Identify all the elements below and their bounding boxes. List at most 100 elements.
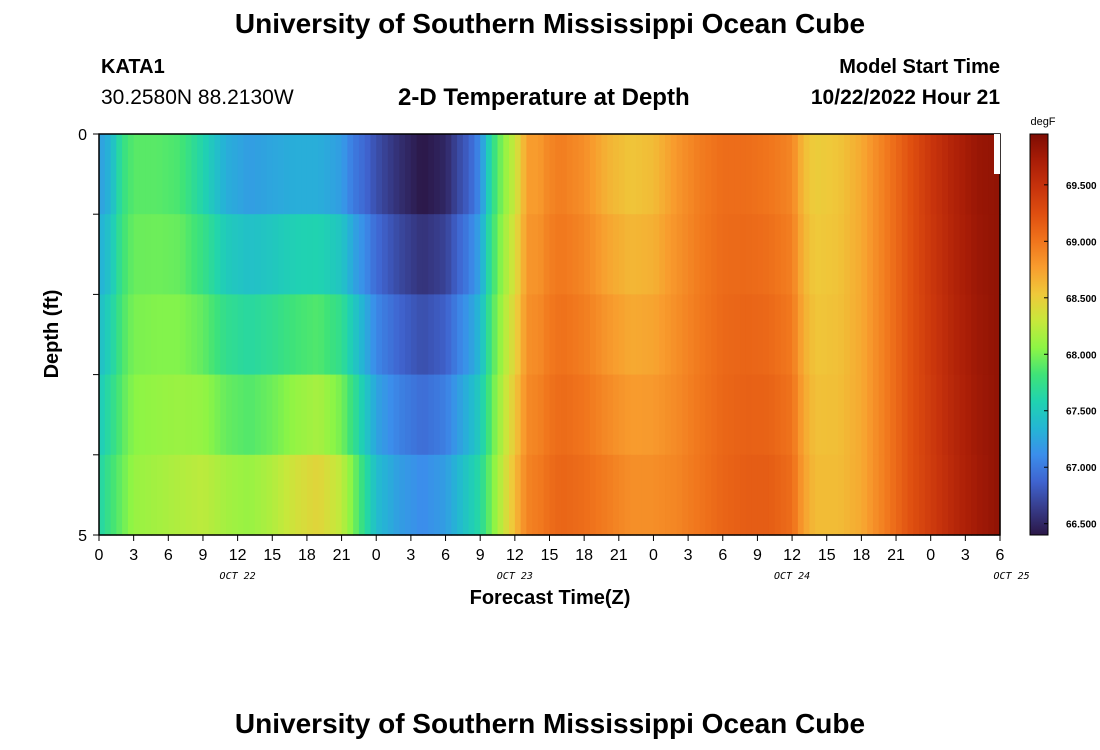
heatmap-cell bbox=[254, 294, 262, 376]
colorbar-tick-label: 67.500 bbox=[1066, 407, 1097, 418]
heatmap-cell bbox=[584, 294, 591, 376]
heatmap-cell bbox=[405, 374, 412, 456]
heatmap-cell bbox=[410, 294, 418, 376]
heatmap-cell bbox=[474, 294, 481, 376]
heatmap-cell bbox=[306, 134, 314, 215]
heatmap-cell bbox=[116, 374, 123, 456]
heatmap-cell bbox=[809, 294, 816, 376]
heatmap-cell bbox=[335, 454, 343, 536]
heatmap-cell bbox=[890, 134, 897, 215]
heatmap-cell bbox=[110, 374, 117, 456]
heatmap-cell bbox=[844, 454, 851, 536]
heatmap-cell bbox=[624, 294, 631, 376]
heatmap-cell bbox=[734, 294, 741, 376]
heatmap-cell bbox=[145, 294, 152, 376]
heatmap-cell bbox=[439, 294, 447, 376]
colorbar-tick-label: 69.500 bbox=[1066, 181, 1097, 192]
heatmap-cell bbox=[826, 374, 834, 456]
heatmap-cell bbox=[572, 454, 579, 536]
heatmap-cell bbox=[312, 374, 320, 456]
heatmap-cell bbox=[387, 134, 395, 215]
heatmap-cell bbox=[982, 214, 990, 295]
heatmap-cell bbox=[532, 294, 539, 376]
heatmap-cell bbox=[485, 294, 493, 376]
heatmap-cell bbox=[416, 134, 424, 215]
heatmap-cell bbox=[335, 214, 343, 295]
heatmap-cell bbox=[497, 374, 504, 456]
heatmap-cell bbox=[896, 454, 903, 536]
heatmap-cell bbox=[364, 294, 372, 376]
heatmap-cell bbox=[722, 134, 730, 215]
heatmap-cell bbox=[364, 374, 372, 456]
heatmap-cell bbox=[838, 214, 845, 295]
heatmap-cell bbox=[330, 214, 337, 295]
heatmap-cell bbox=[370, 374, 377, 456]
heatmap-cell bbox=[849, 134, 857, 215]
heatmap-cell bbox=[150, 134, 158, 215]
heatmap-cell bbox=[757, 134, 764, 215]
heatmap-cell bbox=[896, 294, 903, 376]
heatmap-cell bbox=[532, 134, 539, 215]
heatmap-cell bbox=[127, 454, 135, 536]
heatmap-cell bbox=[462, 134, 470, 215]
heatmap-cell bbox=[422, 214, 429, 295]
heatmap-cell bbox=[578, 294, 585, 376]
heatmap-cell bbox=[341, 374, 348, 456]
heatmap-cell bbox=[174, 454, 181, 536]
heatmap-cell bbox=[976, 294, 984, 376]
heatmap-cell bbox=[197, 454, 204, 536]
heatmap-cell bbox=[491, 374, 499, 456]
heatmap-cell bbox=[699, 294, 707, 376]
heatmap-cell bbox=[139, 374, 146, 456]
heatmap-cell bbox=[376, 214, 383, 295]
heatmap-cell bbox=[670, 454, 678, 536]
heatmap-cell bbox=[168, 294, 175, 376]
heatmap-cell bbox=[202, 134, 210, 215]
heatmap-cell bbox=[948, 454, 955, 536]
heatmap-cell bbox=[589, 294, 597, 376]
heatmap-cell bbox=[936, 134, 943, 215]
heatmap-cell bbox=[745, 214, 753, 295]
heatmap-cell bbox=[532, 214, 539, 295]
heatmap-cell bbox=[716, 214, 724, 295]
heatmap-cell bbox=[728, 214, 735, 295]
heatmap-cell bbox=[243, 454, 250, 536]
heatmap-cell bbox=[965, 214, 972, 295]
heatmap-cell bbox=[722, 294, 730, 376]
heatmap-cell bbox=[624, 374, 631, 456]
heatmap-cell bbox=[99, 134, 106, 215]
heatmap-cell bbox=[763, 374, 770, 456]
y-axis-label: Depth (ft) bbox=[41, 290, 63, 379]
heatmap-cell bbox=[433, 454, 441, 536]
heatmap-cell bbox=[191, 454, 198, 536]
heatmap-cell bbox=[948, 374, 955, 456]
heatmap-cell bbox=[468, 454, 476, 536]
heatmap-cell bbox=[630, 454, 637, 536]
heatmap-cell bbox=[520, 294, 527, 376]
heatmap-cell bbox=[919, 374, 926, 456]
heatmap-cell bbox=[399, 454, 406, 536]
heatmap-cell bbox=[116, 294, 123, 376]
heatmap-cell bbox=[139, 454, 146, 536]
heatmap-cell bbox=[919, 134, 926, 215]
heatmap-cell bbox=[410, 374, 418, 456]
heatmap-cell bbox=[890, 374, 897, 456]
heatmap-cell bbox=[901, 454, 909, 536]
heatmap-cell bbox=[295, 214, 302, 295]
heatmap-cell bbox=[543, 214, 551, 295]
heatmap-cell bbox=[653, 214, 660, 295]
heatmap-cell bbox=[584, 454, 591, 536]
heatmap-cell bbox=[924, 454, 932, 536]
heatmap-cell bbox=[907, 374, 914, 456]
heatmap-cell bbox=[676, 374, 683, 456]
heatmap-cell bbox=[601, 374, 608, 456]
heatmap-cell bbox=[376, 134, 383, 215]
heatmap-cell bbox=[982, 374, 990, 456]
heatmap-cell bbox=[665, 214, 672, 295]
heatmap-cell bbox=[786, 294, 793, 376]
heatmap-cell bbox=[549, 134, 556, 215]
heatmap-cell bbox=[578, 454, 585, 536]
heatmap-cell bbox=[474, 454, 481, 536]
colorbar-tick-label: 66.500 bbox=[1066, 520, 1097, 531]
heatmap-cell bbox=[751, 294, 759, 376]
